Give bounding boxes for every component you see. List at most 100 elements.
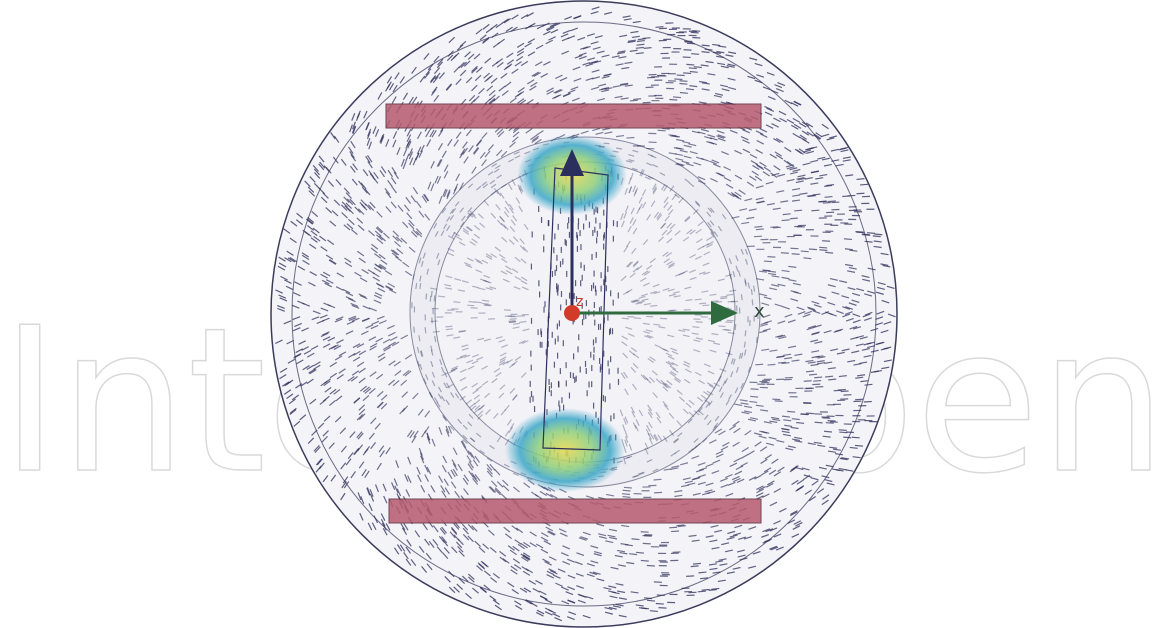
field-vector (468, 301, 475, 302)
field-vector (712, 301, 719, 302)
field-vector (425, 327, 426, 333)
field-vector (669, 527, 677, 528)
field-vector (662, 128, 670, 129)
page: IntechOpen z x (() => { const data = JSO… (0, 0, 1167, 628)
field-vector (811, 210, 819, 211)
field-vector (838, 390, 846, 391)
field-vector (815, 422, 823, 423)
field-vector (782, 220, 790, 221)
field-vector (680, 81, 688, 82)
field-vector (622, 318, 629, 319)
field-vector (804, 381, 812, 382)
field-vector (702, 45, 710, 46)
field-vector (751, 389, 759, 390)
field-vector (764, 261, 772, 262)
field-vector (819, 247, 827, 248)
field-vector (720, 296, 727, 297)
field-vector (741, 294, 742, 300)
field-vector (724, 330, 731, 331)
field-vector (792, 254, 800, 255)
field-vector (689, 68, 697, 69)
field-vector (671, 531, 679, 532)
field-vector (720, 298, 727, 299)
field-vector (692, 327, 699, 328)
field-vector (683, 73, 691, 74)
field-vector (658, 130, 666, 131)
field-vector (814, 377, 822, 378)
field-vector (691, 54, 699, 55)
field-vector (446, 329, 453, 330)
field-vector (438, 296, 445, 297)
field-vector (654, 492, 662, 493)
field-vector (794, 210, 802, 211)
field-vector (790, 218, 798, 219)
field-vector (623, 490, 631, 491)
field-vector (825, 376, 833, 377)
field-vector (655, 27, 663, 28)
field-vector (813, 381, 821, 382)
field-vector (756, 229, 764, 230)
field-vector (647, 565, 655, 566)
field-vector (475, 302, 482, 303)
field-vector (693, 563, 701, 564)
field-vector (632, 539, 640, 540)
field-vector (862, 235, 870, 236)
field-vector (792, 419, 800, 420)
field-vector (831, 202, 839, 203)
field-vector (801, 251, 809, 252)
field-vector (624, 487, 632, 488)
field-vector (699, 303, 706, 304)
field-vector (690, 71, 698, 72)
field-vector (806, 371, 814, 372)
field-vector (414, 327, 415, 333)
field-vector (686, 64, 694, 65)
field-vector (819, 250, 827, 251)
field-vector (824, 431, 832, 432)
field-vector (850, 447, 858, 448)
field-vector (641, 560, 649, 561)
field-vector (431, 291, 432, 297)
field-vector (702, 589, 710, 590)
field-vector (856, 232, 864, 233)
field-vector (508, 321, 515, 322)
field-vector (846, 432, 854, 433)
field-vector (873, 236, 881, 237)
field-vector (698, 591, 706, 592)
field-vector (839, 430, 847, 431)
field-vector (801, 414, 809, 415)
field-vector (654, 479, 662, 480)
field-vector (752, 299, 753, 305)
field-vector (673, 97, 681, 98)
field-plot: IntechOpen z x (0, 0, 1167, 628)
field-vector (825, 197, 833, 198)
field-vector (844, 239, 852, 240)
field-vector (692, 37, 700, 38)
field-vector (467, 305, 474, 306)
field-vector (867, 233, 875, 234)
field-vector (642, 38, 650, 39)
field-vector (860, 184, 868, 185)
conductor-bar (386, 104, 761, 128)
field-vector (634, 318, 641, 319)
field-vector (772, 399, 780, 400)
field-vector (787, 411, 795, 412)
field-vector (633, 99, 641, 100)
field-vector (509, 322, 516, 323)
field-vector (809, 374, 817, 375)
axis-label: x (754, 301, 765, 322)
field-vector (650, 305, 657, 306)
field-vector (809, 249, 817, 250)
field-vector (828, 379, 836, 380)
field-vector (644, 598, 652, 599)
field-vector (775, 401, 783, 402)
field-vector (647, 600, 655, 601)
field-vector (650, 611, 658, 612)
field-vector (715, 302, 722, 303)
field-vector (865, 241, 873, 242)
field-vector (874, 234, 882, 235)
field-vector (484, 305, 491, 306)
field-vector (718, 326, 725, 327)
field-vector (855, 445, 863, 446)
field-vector (818, 201, 826, 202)
field-vector (453, 302, 460, 303)
